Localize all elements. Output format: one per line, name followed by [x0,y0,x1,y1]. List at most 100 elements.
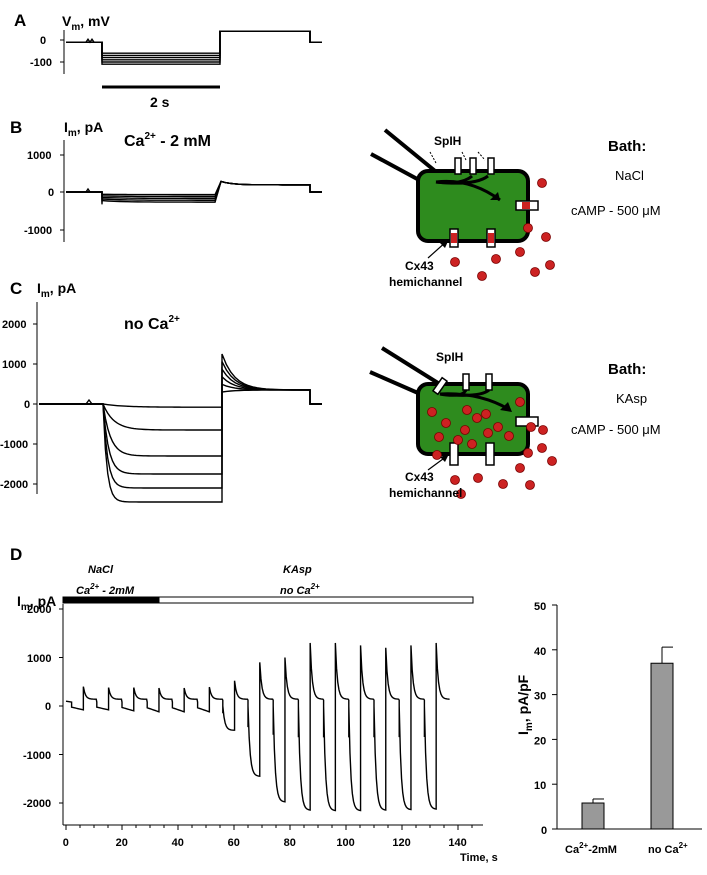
panel-d-ytick-2: 0 [45,701,51,713]
current-artifact [85,398,93,405]
panel-b-channel-label: SpIH [434,134,461,148]
panel-a-ylabel: V [62,13,72,29]
panel-d-nacl-bar [62,596,160,604]
calcium-ion-dot [467,439,477,449]
panel-a-ytick-1: -100 [30,57,52,69]
calcium-ion-dot [481,409,491,419]
current-trace [39,353,322,503]
panel-b-calcium-dots [450,178,555,281]
panel-b-pipette-1 [383,128,442,177]
calcium-ion-dot [537,178,547,188]
panel-d-xtick-label: 60 [228,837,240,849]
calcium-ion-dot [504,431,514,441]
panel-b-spih-channel-2 [469,157,477,175]
panel-b-condition-sup: 2+ [144,131,156,142]
panel-b-hemichannel-label-2: hemichannel [389,275,462,289]
calcium-ion-dot [526,422,536,432]
panel-d-xtick-label: 20 [116,837,128,849]
panel-c-hemichannel-arrow-icon [440,454,449,462]
calcium-ion-dot [538,425,548,435]
current-trace-line [65,642,450,812]
panel-c-condition-sup: 2+ [168,314,180,325]
panel-d-bar-chart: 0 10 20 30 40 50 Im, pA/pF Ca2+-2mM no Ca2+ [515,601,702,856]
panel-d-label: D [10,545,22,564]
svg-text:Im, pA: Im, pA [64,119,103,139]
current-trace [39,375,322,457]
calcium-ion-dot [434,432,444,442]
calcium-ion-dot [453,435,463,445]
panel-d-xtick-label: 80 [284,837,296,849]
panel-d-bar1-rest: - 2mM [99,585,135,597]
panel-d-ytick-0: 2000 [27,604,51,616]
panel-c: C Im, pA no Ca2+ 2000 1000 0 -1000 -2000 [0,279,661,503]
voltage-artifact [85,37,95,44]
panel-c-ylabel: I [37,280,41,296]
panel-c-hemichannel-1 [449,442,459,466]
panel-b-condition: Ca [124,133,145,150]
panel-c-ytick-1: 1000 [2,359,26,371]
calcium-ion-dot [498,479,508,489]
panel-b-hemichannel-label-1: Cx43 [405,259,434,273]
panel-d-xtick-label: 140 [448,837,466,849]
panel-b-spih-channel-1 [454,157,462,175]
calcium-ion-dot [515,397,525,407]
panel-b-bath-solution: NaCl [615,168,644,183]
panel-a-ytick-0: 0 [40,35,46,47]
panel-d-xtick-label: 40 [172,837,184,849]
panel-b-condition-rest: - 2 mM [156,133,211,150]
panel-c-ylabel-sub: m [41,289,50,300]
panel-a-scale-label: 2 s [150,94,170,110]
panel-d-ylabel: I [17,593,21,609]
svg-text:Vm, mV: Vm, mV [62,13,110,33]
panel-c-camp: cAMP - 500 μM [571,422,661,437]
calcium-ion-dot [515,463,525,473]
svg-text:Im, pA: Im, pA [17,593,56,613]
panel-b-hemichannel-arrow-icon [440,239,449,248]
panel-c-cell-diagram: SpIH Cx43 hemichannel [369,346,557,500]
svg-text:Im, pA: Im, pA [37,280,76,300]
panel-d-bar2-line2: no Ca [280,585,311,597]
panel-d-bar2-line1: KAsp [283,564,312,576]
panel-c-label: C [10,279,22,298]
bar-ytick-label: 40 [534,646,546,658]
panel-b-label: B [10,118,22,137]
panel-a-ylabel-unit: , mV [80,13,110,29]
svg-text:Ca2+ - 2mM: Ca2+ - 2mM [76,582,135,597]
calcium-ion-dot [537,443,547,453]
calcium-ion-dot [441,418,451,428]
panel-c-ylabel-unit: , pA [50,280,76,296]
voltage-step-trace [66,30,322,65]
bar-ytick-label: 10 [534,780,546,792]
calcium-ion-dot [541,232,551,242]
calcium-ion-dot [477,271,487,281]
panel-d-ytick-4: -2000 [23,798,51,810]
panel-c-spih-channel-2 [485,373,493,391]
panel-c-calcium-dots [427,397,557,499]
panel-d-bar1-line1: NaCl [88,564,114,576]
calcium-ion-dot [450,257,460,267]
bar-ytick-label: 50 [534,601,546,613]
panel-c-arrowhead-icon [500,402,512,412]
panel-a-ylabel-sub: m [71,22,80,33]
current-trace [66,180,322,199]
calcium-ion-dot [547,456,557,466]
calcium-ion-dot [462,405,472,415]
panel-c-condition: no Ca [124,316,169,333]
panel-a: A Vm, mV 0 -100 2 s [14,11,322,110]
current-trace [66,180,322,197]
calcium-ion-dot [530,267,540,277]
panel-c-pipette-1 [380,346,448,390]
calcium-ion-dot [427,407,437,417]
calcium-ion-dot [450,475,460,485]
panel-b-arrowhead-icon [490,192,500,200]
calcium-ion-dot [545,260,555,270]
panel-d-bar2-sup: 2+ [310,582,320,591]
current-trace [66,180,322,205]
panel-c-ytick-0: 2000 [2,319,26,331]
calcium-ion-dot [515,247,525,257]
panel-a-label: A [14,11,26,30]
panel-d: D Im, pA NaCl Ca2+ - 2mM KAsp no Ca2+ 20… [10,545,702,864]
calcium-ion-dot [460,425,470,435]
panel-d-bar1-sup: 2+ [89,582,99,591]
